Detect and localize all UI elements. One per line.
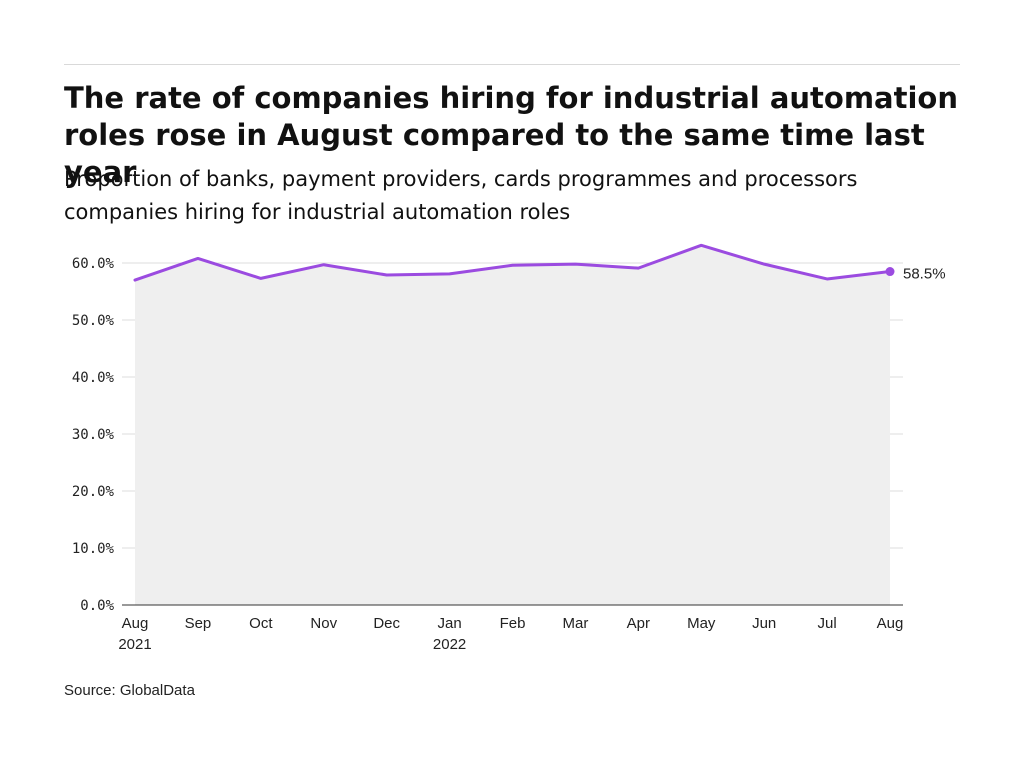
end-value-label: 58.5% (903, 266, 946, 283)
x-tick-label-4: Dec (373, 615, 400, 632)
x-tick-label-2: Oct (249, 615, 273, 632)
x-tick-label-12: Aug (877, 615, 904, 632)
y-tick-label-1: 10.0% (72, 541, 115, 557)
y-tick-label-3: 30.0% (72, 427, 115, 443)
series-line (133, 243, 892, 282)
x-tick-label-0: Aug 2021 (118, 615, 151, 653)
y-axis-ticks: 0.0% 10.0% 20.0% 30.0% 40.0% 50.0% 60.0% (72, 256, 115, 614)
area-fill (135, 245, 890, 605)
x-tick-label-8: Apr (627, 615, 650, 632)
y-tick-label-0: 0.0% (80, 598, 114, 614)
y-tick-label-2: 20.0% (72, 484, 115, 500)
x-tick-label-9: May (687, 615, 716, 632)
x-tick-label-5: Jan 2022 (433, 615, 466, 653)
y-tick-label-5: 50.0% (72, 313, 115, 329)
y-tick-label-4: 40.0% (72, 370, 115, 386)
x-tick-label-3: Nov (310, 615, 337, 632)
top-divider (64, 64, 960, 65)
x-tick-label-1: Sep (185, 615, 212, 632)
chart-title: The rate of companies hiring for industr… (64, 81, 958, 189)
x-tick-label-11: Jul (817, 615, 836, 632)
series-points: 58.5% (885, 266, 946, 283)
x-tick-label-6: Feb (500, 615, 526, 632)
end-point-marker (885, 267, 895, 277)
y-tick-label-6: 60.0% (72, 256, 115, 272)
x-tick-label-7: Mar (562, 615, 588, 632)
chart-subtitle: Proportion of banks, payment providers, … (64, 167, 858, 224)
x-axis-ticks: Aug 2021 Sep Oct Nov Dec Jan 2022 Feb Mar Apr May Ju… (118, 615, 903, 653)
source-note: Source: GlobalData (64, 682, 195, 699)
x-tick-label-10: Jun (752, 615, 776, 632)
